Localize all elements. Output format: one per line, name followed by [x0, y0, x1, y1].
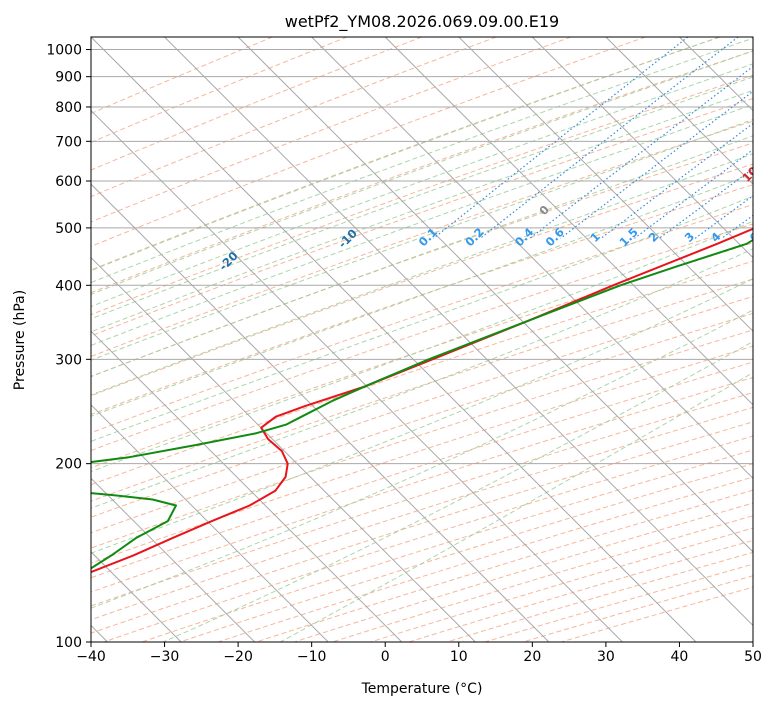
x-axis: −40 −30 −20 −10 0 10 20 30 40 50: [76, 642, 762, 665]
isotherm: [91, 404, 329, 642]
isotherm: [605, 37, 753, 185]
y-tick-label: 1000: [46, 43, 82, 59]
x-tick-label: 40: [671, 649, 689, 665]
moist-adiabat: [91, 248, 753, 509]
y-tick-label: 600: [55, 174, 82, 190]
y-tick-label: 200: [55, 457, 82, 473]
dry-adiabat: [91, 184, 753, 416]
x-tick-label: 0: [381, 649, 390, 665]
isotherm: [91, 37, 697, 642]
x-tick-label: 50: [744, 649, 762, 665]
moist-adiabat: [91, 63, 753, 308]
dry-adiabat: [91, 312, 753, 534]
dry-adiabat: [91, 37, 721, 271]
isotherm: [91, 109, 623, 642]
moist-adiabat: [91, 118, 753, 361]
y-tick-label: 100: [55, 635, 82, 651]
x-tick-label: −20: [223, 649, 253, 665]
sounding-series: [91, 227, 753, 574]
dry-adiabat: [91, 142, 753, 377]
x-tick-label: −40: [76, 649, 106, 665]
moist-adiabat: [91, 76, 753, 320]
isotherm: [91, 477, 256, 642]
dry-adiabat: [91, 163, 753, 397]
chart-title: wetPf2_YM08.2026.069.09.00.E19: [285, 12, 559, 32]
dry-adiabat: [91, 204, 753, 434]
y-tick-label: 400: [55, 278, 82, 294]
moist-adiabat: [162, 340, 753, 642]
y-tick-label: 500: [55, 221, 82, 237]
dry-adiabat: [91, 37, 422, 171]
isotherm: [311, 37, 753, 480]
dewpoint-line: [91, 238, 753, 570]
x-tick-label: −10: [297, 649, 327, 665]
moist-adiabat: [91, 37, 753, 284]
isotherm: [237, 37, 753, 553]
dry-adiabat: [91, 37, 572, 223]
dry-adiabat: [91, 345, 753, 564]
dry-adiabat: [91, 223, 753, 452]
y-tick-label: 700: [55, 134, 82, 150]
dry-adiabat: [91, 50, 753, 294]
isotherm: [91, 256, 476, 642]
dry-adiabat: [91, 97, 753, 337]
dry-adiabat: [91, 278, 753, 502]
y-axis: 1000 900 800 700 600 500 400 300 200 100: [46, 43, 91, 651]
isotherm: [384, 37, 753, 406]
temperature-line: [91, 227, 753, 574]
y-axis-label: Pressure (hPa): [12, 290, 28, 390]
dry-adiabat: [91, 361, 753, 579]
mixing-ratio-label: 6: [747, 229, 763, 245]
dry-adiabat: [91, 37, 348, 143]
isotherm: [164, 37, 753, 627]
dry-adiabat: [91, 329, 753, 549]
background-lines: [91, 37, 753, 642]
y-tick-label: 800: [55, 100, 82, 116]
x-tick-label: −30: [150, 649, 180, 665]
x-tick-label: 10: [450, 649, 468, 665]
moist-adiabat: [91, 220, 753, 473]
dry-adiabat: [91, 295, 753, 518]
moist-adiabat: [91, 103, 753, 347]
isotherm: [531, 37, 753, 259]
x-axis-label: Temperature (°C): [361, 681, 483, 697]
dry-adiabat: [91, 260, 753, 486]
y-tick-label: 300: [55, 352, 82, 368]
mixing-ratio-line: [658, 167, 753, 239]
isotherm: [91, 183, 550, 642]
moist-adiabat: [91, 309, 753, 609]
dry-adiabat: [91, 242, 753, 469]
isotherm: [91, 330, 403, 642]
moist-adiabat: [91, 173, 753, 417]
plot-frame: [90, 36, 754, 643]
x-tick-label: 30: [597, 649, 615, 665]
x-tick-label: 20: [523, 649, 541, 665]
isotherm: [458, 37, 753, 332]
dry-adiabat: [91, 376, 753, 593]
y-tick-label: 900: [55, 70, 82, 86]
mixing-ratio-line: [479, 37, 739, 239]
moist-adiabat: [91, 153, 753, 396]
